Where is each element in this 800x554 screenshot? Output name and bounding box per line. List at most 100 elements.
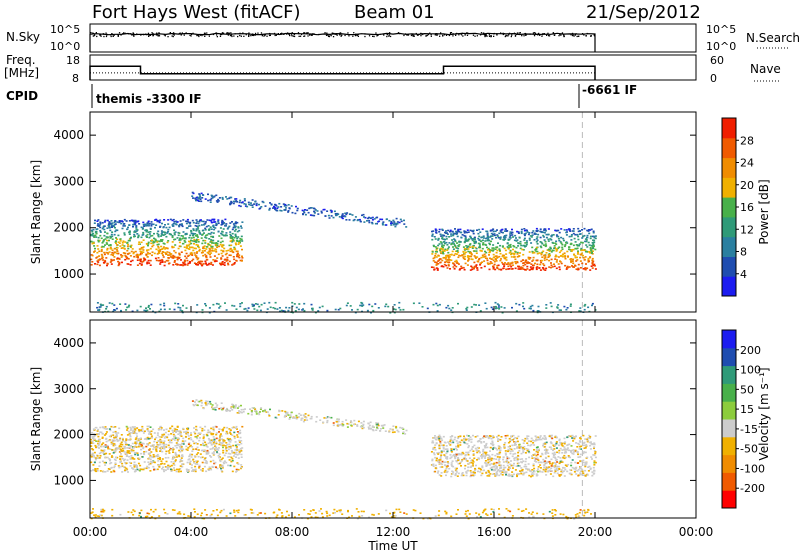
- scatter-cell: [231, 263, 234, 266]
- scatter-cell: [532, 266, 535, 269]
- scatter-cell: [334, 308, 337, 311]
- scatter-cell: [452, 232, 455, 235]
- scatter-cell: [121, 438, 124, 441]
- scatter-cell: [344, 215, 347, 218]
- scatter-cell: [449, 444, 452, 446]
- scatter-cell: [139, 305, 142, 308]
- scatter-cell: [91, 234, 94, 236]
- scatter-cell: [455, 445, 458, 448]
- scatter-cell: [151, 234, 154, 237]
- scatter-cell: [479, 310, 482, 312]
- scatter-cell: [513, 252, 516, 255]
- scatter-cell: [129, 434, 132, 437]
- scatter-cell: [466, 434, 469, 437]
- noise-dot: [546, 34, 548, 36]
- scatter-cell: [201, 197, 204, 199]
- scatter-cell: [366, 220, 368, 222]
- scatter-cell: [229, 250, 232, 253]
- scatter-cell: [222, 228, 225, 230]
- scatter-cell: [95, 426, 98, 429]
- noise-dot: [464, 34, 466, 36]
- scatter-cell: [557, 229, 560, 232]
- scatter-cell: [444, 238, 446, 241]
- scatter-cell: [231, 250, 234, 253]
- scatter-cell: [214, 227, 217, 229]
- scatter-cell: [438, 259, 441, 261]
- scatter-cell: [504, 238, 507, 240]
- scatter-cell: [132, 431, 135, 433]
- scatter-cell: [204, 239, 207, 242]
- noise-dot: [516, 32, 519, 34]
- scatter-cell: [434, 238, 437, 240]
- scatter-cell: [461, 459, 464, 461]
- scatter-cell: [237, 236, 240, 238]
- scatter-cell: [531, 473, 533, 475]
- scatter-cell: [532, 259, 535, 261]
- scatter-cell: [133, 470, 136, 473]
- noise-dot: [340, 32, 342, 34]
- noise-dot: [476, 35, 478, 37]
- scatter-cell: [139, 252, 142, 255]
- scatter-cell: [535, 248, 538, 250]
- scatter-cell: [225, 223, 228, 225]
- scatter-cell: [511, 264, 514, 266]
- scatter-cell: [395, 425, 398, 428]
- scatter-cell: [92, 428, 95, 430]
- scatter-cell: [529, 307, 532, 310]
- scatter-cell: [192, 197, 194, 199]
- noise-dot: [303, 32, 305, 34]
- scatter-cell: [106, 239, 109, 242]
- noise-dot: [403, 34, 405, 37]
- scatter-cell: [246, 205, 249, 208]
- scatter-cell: [387, 305, 390, 308]
- scatter-cell: [554, 248, 557, 250]
- noise-dot: [318, 33, 320, 36]
- scatter-cell: [112, 254, 114, 257]
- noise-dot: [440, 32, 442, 34]
- scatter-cell: [581, 237, 584, 239]
- scatter-cell: [147, 438, 150, 440]
- scatter-cell: [347, 423, 350, 425]
- noise-dot: [539, 34, 541, 36]
- scatter-cell: [188, 442, 191, 444]
- scatter-cell: [555, 468, 558, 471]
- scatter-cell: [149, 231, 152, 233]
- scatter-cell: [492, 265, 495, 267]
- scatter-cell: [350, 421, 353, 424]
- scatter-cell: [103, 239, 106, 241]
- scatter-cell: [466, 264, 469, 266]
- scatter-cell: [161, 222, 163, 225]
- scatter-cell: [572, 232, 575, 235]
- scatter-cell: [581, 229, 583, 231]
- scatter-cell: [119, 448, 122, 451]
- scatter-cell: [225, 450, 228, 452]
- scatter-cell: [452, 248, 455, 250]
- scatter-cell: [345, 219, 348, 221]
- scatter-cell: [128, 233, 131, 235]
- noise-dot: [353, 32, 355, 34]
- scatter-cell: [198, 467, 201, 469]
- scatter-cell: [209, 226, 212, 228]
- scatter-cell: [216, 452, 219, 454]
- scatter-cell: [391, 431, 394, 434]
- scatter-cell: [179, 459, 182, 461]
- scatter-cell: [558, 439, 561, 442]
- scatter-cell: [535, 237, 538, 240]
- scatter-cell: [583, 249, 586, 252]
- scatter-cell: [191, 219, 194, 222]
- scatter-cell: [100, 449, 103, 452]
- scatter-cell: [457, 251, 460, 254]
- scatter-cell: [199, 196, 202, 198]
- scatter-cell: [533, 252, 536, 254]
- scatter-cell: [337, 420, 340, 423]
- scatter-cell: [199, 437, 201, 439]
- scatter-cell: [472, 238, 475, 240]
- scatter-cell: [178, 253, 181, 255]
- scatter-cell: [289, 414, 292, 416]
- scatter-cell: [232, 202, 235, 205]
- scatter-cell: [160, 428, 163, 431]
- scatter-cell: [445, 241, 448, 244]
- scatter-cell: [310, 417, 313, 420]
- scatter-cell: [215, 442, 218, 445]
- scatter-cell: [587, 306, 590, 309]
